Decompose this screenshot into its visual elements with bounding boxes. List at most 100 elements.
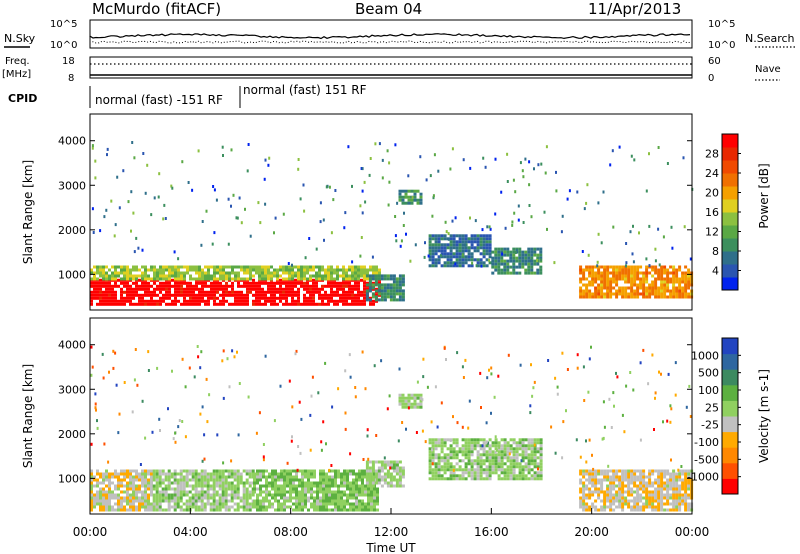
heatmap-cell xyxy=(582,277,586,281)
heatmap-cell xyxy=(152,502,156,506)
heatmap-cell xyxy=(485,246,489,250)
heatmap-cell xyxy=(479,477,483,481)
heatmap-cell xyxy=(648,292,652,296)
heatmap-cell xyxy=(108,481,111,485)
heatmap-cell xyxy=(597,508,601,512)
heatmap-cell xyxy=(313,496,316,500)
heatmap-cell xyxy=(344,427,347,431)
heatmap-cell xyxy=(161,472,165,476)
heatmap-cell xyxy=(485,471,489,475)
heatmap-cell xyxy=(455,234,459,238)
heatmap-cell xyxy=(476,471,480,475)
heatmap-cell xyxy=(672,274,676,278)
heatmap-cell xyxy=(355,496,358,500)
heatmap-cell xyxy=(536,268,540,272)
heatmap-cell xyxy=(273,268,276,272)
heatmap-cell xyxy=(648,472,652,476)
heatmap-cell xyxy=(410,198,414,202)
heatmap-cell xyxy=(419,192,423,196)
heatmap-cell xyxy=(373,472,376,476)
heatmap-cell xyxy=(430,420,433,424)
heatmap-cell xyxy=(340,481,343,485)
heatmap-cell xyxy=(213,188,216,192)
heatmap-cell xyxy=(392,292,396,296)
heatmap-cell xyxy=(431,264,435,268)
heatmap-cell xyxy=(108,287,111,291)
heatmap-cell xyxy=(179,499,183,503)
heatmap-cell xyxy=(233,478,237,482)
heatmap-cell xyxy=(588,490,592,494)
heatmap-cell xyxy=(180,287,183,291)
heatmap-cell xyxy=(591,280,595,284)
heatmap-cell xyxy=(159,274,162,278)
heatmap-cell xyxy=(183,274,186,278)
heatmap-cell xyxy=(403,211,405,215)
heatmap-cell xyxy=(612,271,616,275)
heatmap-cell xyxy=(283,502,286,506)
heatmap-cell xyxy=(670,458,672,462)
heatmap-cell xyxy=(273,296,276,300)
heatmap-cell xyxy=(375,293,378,297)
heatmap-cell xyxy=(633,265,637,269)
colorbar-tick-label: -500 xyxy=(694,453,719,466)
heatmap-cell xyxy=(657,277,661,281)
heatmap-cell xyxy=(497,450,501,454)
heatmap-cell xyxy=(434,234,438,238)
heatmap-cell xyxy=(618,289,622,293)
heatmap-cell xyxy=(114,293,117,297)
heatmap-cell xyxy=(351,260,354,264)
noise-right-tick-top: 10^5 xyxy=(708,19,735,30)
heatmap-cell xyxy=(108,277,111,281)
heatmap-cell xyxy=(431,252,435,256)
heatmap-cell xyxy=(366,434,369,438)
heatmap-cell xyxy=(530,453,534,457)
heatmap-cell xyxy=(365,463,369,467)
heatmap-cell xyxy=(588,469,592,473)
heatmap-cell xyxy=(612,225,615,229)
heatmap-cell xyxy=(506,477,510,481)
heatmap-cell xyxy=(612,496,616,500)
heatmap-cell xyxy=(189,302,192,306)
heatmap-cell xyxy=(530,256,534,260)
heatmap-cell xyxy=(461,425,464,429)
heatmap-cell xyxy=(227,472,231,476)
heatmap-cell xyxy=(327,274,330,278)
heatmap-cell xyxy=(618,490,622,494)
heatmap-cell xyxy=(185,478,189,482)
heatmap-cell xyxy=(215,472,219,476)
heatmap-cell xyxy=(219,268,222,272)
heatmap-cell xyxy=(600,472,604,476)
heatmap-cell xyxy=(117,493,120,497)
heatmap-cell xyxy=(666,280,670,284)
heatmap-cell xyxy=(194,469,198,473)
heatmap-cell xyxy=(262,496,265,500)
heatmap-cell xyxy=(331,496,334,500)
heatmap-cell xyxy=(304,469,307,473)
heatmap-cell xyxy=(322,478,325,482)
heatmap-cell xyxy=(255,271,258,275)
heatmap-cell xyxy=(667,372,670,376)
heatmap-cell xyxy=(372,302,375,306)
heatmap-cell xyxy=(189,268,192,272)
heatmap-cell xyxy=(497,459,501,463)
heatmap-cell xyxy=(268,490,271,494)
heatmap-cell xyxy=(111,265,114,269)
heatmap-cell xyxy=(579,265,583,269)
heatmap-cell xyxy=(675,487,679,491)
heatmap-cell xyxy=(264,293,267,297)
heatmap-cell xyxy=(340,502,343,506)
heatmap-cell xyxy=(645,475,649,479)
heatmap-cell xyxy=(388,161,391,165)
colorbar-segment xyxy=(722,431,738,448)
noise-sky-label: N.Sky xyxy=(4,32,36,45)
heatmap-cell xyxy=(615,271,619,275)
heatmap-cell xyxy=(672,490,676,494)
heatmap-cell xyxy=(530,215,533,219)
heatmap-cell xyxy=(658,370,660,374)
heatmap-cell xyxy=(354,268,357,272)
heatmap-cell xyxy=(675,490,679,494)
heatmap-cell xyxy=(461,474,465,478)
heatmap-cell xyxy=(255,431,258,435)
heatmap-cell xyxy=(331,475,334,479)
heatmap-cell xyxy=(588,493,592,497)
